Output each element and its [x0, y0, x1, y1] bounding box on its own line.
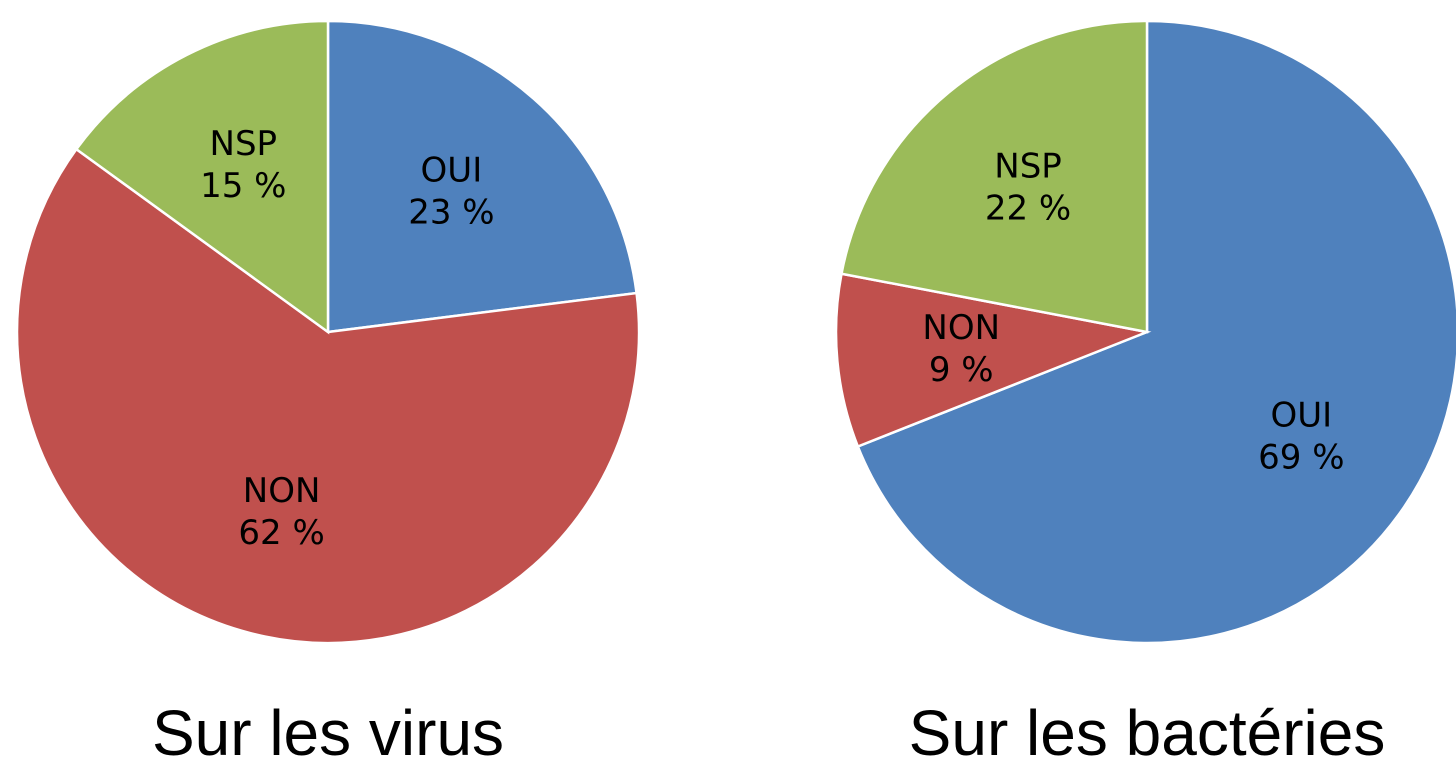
pie-slice: [840, 19, 1149, 334]
pie-slice: [856, 19, 1456, 645]
slice-value-label: 15 %: [200, 166, 286, 206]
pie-slice: [15, 147, 641, 645]
slice-value-label: 9 %: [929, 350, 994, 390]
slice-value-label: 22 %: [985, 189, 1071, 229]
slice-value-label: 69 %: [1258, 437, 1344, 477]
slice-category: NON: [243, 471, 321, 511]
slice-value-label: 23 %: [408, 193, 494, 233]
chart-title: Sur les bactéries: [909, 697, 1386, 769]
slice-category: NON: [922, 308, 1000, 348]
slice-category: NSP: [994, 147, 1062, 187]
slice-category: NSP: [210, 124, 278, 164]
slice-category: OUI: [421, 151, 483, 191]
chart-title: Sur les virus: [152, 697, 504, 769]
slice-value-label: 62 %: [238, 513, 324, 553]
pie-slice: [326, 19, 638, 334]
pie-slice: [74, 19, 330, 335]
slice-category: OUI: [1270, 395, 1332, 435]
pie-slice: [834, 272, 1152, 449]
